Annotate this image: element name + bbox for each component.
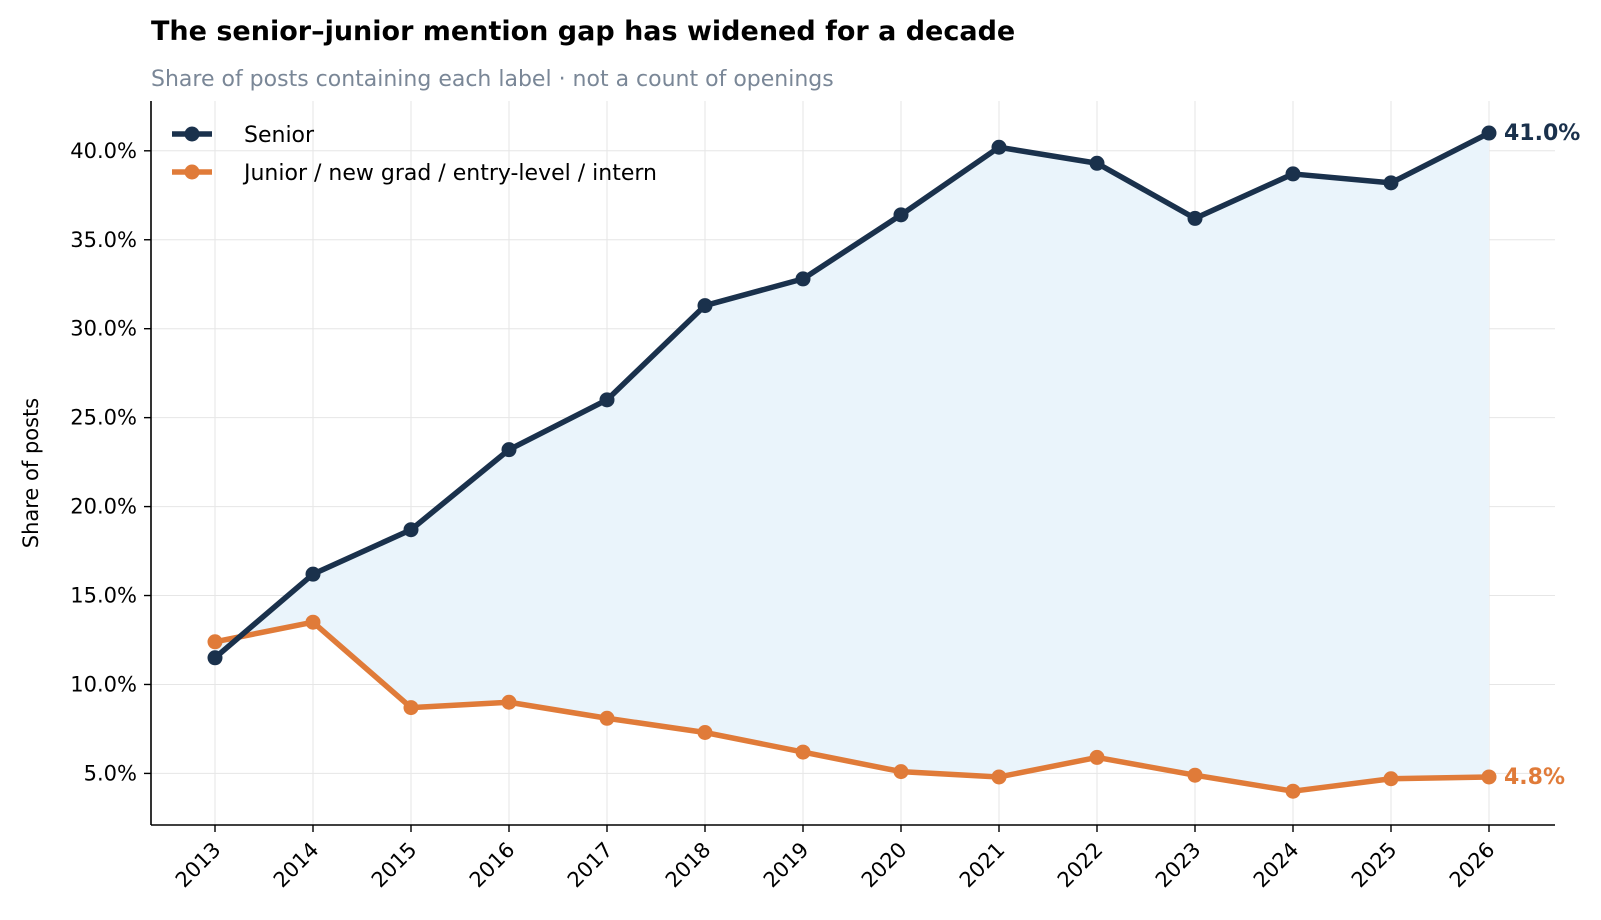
x-tick-label: 2013	[171, 838, 226, 893]
y-tick-label: 5.0%	[84, 761, 137, 785]
data-point	[893, 207, 909, 223]
data-point	[1285, 783, 1301, 799]
legend-item: Junior / new grad / entry-level / intern	[172, 161, 657, 186]
end-labels: 41.0% 4.8%	[1504, 121, 1580, 790]
y-tick-label: 15.0%	[70, 584, 137, 608]
data-point	[599, 710, 615, 726]
legend-item: Senior	[172, 123, 315, 148]
x-axis-ticks: 2013 2014 2015 2016 2017 2018 2019 2020 2021 2022…	[171, 825, 1500, 892]
plot-area: 2013 2014 2015 2016 2017 2018 2019 2020 2021 2022…	[70, 101, 1580, 892]
legend-label: Junior / new grad / entry-level / intern	[242, 161, 657, 186]
x-tick-label: 2020	[857, 838, 912, 893]
series-line	[212, 619, 1492, 794]
data-point	[795, 744, 811, 760]
data-point	[1481, 769, 1497, 785]
series-1	[207, 614, 1497, 799]
x-tick-label: 2026	[1445, 838, 1500, 893]
legend-swatch-marker	[184, 164, 200, 180]
data-point	[1383, 771, 1399, 787]
data-point	[207, 650, 223, 666]
x-tick-label: 2019	[759, 838, 814, 893]
y-axis-ticks: 5.0% 10.0% 15.0% 20.0% 25.0% 30.0% 35.0% 40.0%	[70, 139, 151, 785]
series-layer	[207, 125, 1497, 799]
data-point	[795, 271, 811, 287]
data-point	[1089, 155, 1105, 171]
data-point	[305, 566, 321, 582]
end-value-label: 41.0%	[1504, 121, 1580, 146]
x-tick-label: 2022	[1053, 838, 1108, 893]
x-tick-label: 2021	[955, 838, 1010, 893]
data-point	[1187, 767, 1203, 783]
series-line	[212, 130, 1492, 661]
data-point	[1383, 175, 1399, 191]
chart-title: The senior–junior mention gap has widene…	[151, 16, 1015, 47]
y-axis-title: Share of posts	[19, 398, 43, 549]
y-tick-label: 20.0%	[70, 495, 137, 519]
x-tick-label: 2014	[269, 838, 324, 893]
data-point	[207, 634, 223, 650]
data-point	[1481, 125, 1497, 141]
x-tick-label: 2023	[1151, 838, 1206, 893]
series-0	[207, 125, 1497, 666]
legend-label: Senior	[244, 123, 315, 148]
legend: Senior Junior / new grad / entry-level / …	[172, 123, 657, 186]
end-value-label: 4.8%	[1504, 765, 1565, 790]
chart-subtitle: Share of posts containing each label · n…	[151, 67, 834, 92]
data-point	[697, 724, 713, 740]
data-point	[305, 614, 321, 630]
data-point	[403, 522, 419, 538]
x-tick-label: 2018	[661, 838, 716, 893]
x-tick-label: 2016	[465, 838, 520, 893]
y-tick-label: 30.0%	[70, 317, 137, 341]
data-point	[1089, 749, 1105, 765]
data-point	[501, 694, 517, 710]
data-point	[1187, 210, 1203, 226]
x-tick-label: 2017	[563, 838, 618, 893]
data-point	[697, 298, 713, 314]
legend-swatch-marker	[184, 126, 200, 142]
data-point	[403, 700, 419, 716]
data-point	[893, 764, 909, 780]
y-tick-label: 10.0%	[70, 672, 137, 696]
data-point	[1285, 166, 1301, 182]
data-point	[599, 392, 615, 408]
y-tick-label: 25.0%	[70, 406, 137, 430]
gap-fill-area	[215, 133, 1489, 792]
x-tick-label: 2025	[1347, 838, 1402, 893]
y-tick-label: 35.0%	[70, 228, 137, 252]
data-point	[991, 769, 1007, 785]
data-point	[501, 442, 517, 458]
data-point	[991, 139, 1007, 155]
y-tick-label: 40.0%	[70, 139, 137, 163]
x-tick-label: 2024	[1249, 838, 1304, 893]
x-tick-label: 2015	[367, 838, 422, 893]
